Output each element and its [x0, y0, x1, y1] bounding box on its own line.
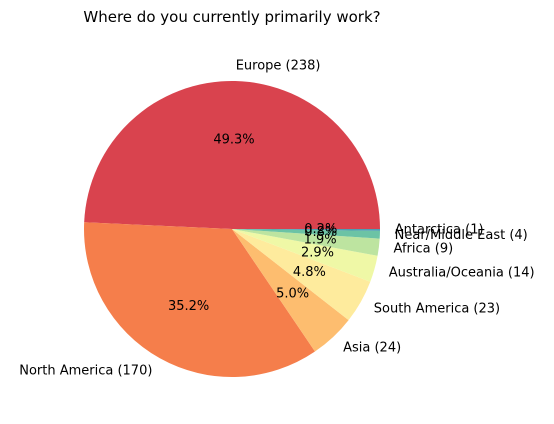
slice-label-antarctica: Antarctica (1) [395, 223, 484, 238]
slice-percent-near-middle-east: 0.8% [304, 225, 337, 240]
slice-label-near-middle-east: Near/Middle East (4) [395, 228, 528, 243]
slice-percent-south-america: 4.8% [293, 265, 326, 280]
slice-label-north-america: North America (170) [19, 364, 152, 379]
chart-title: Where do you currently primarily work? [83, 8, 380, 26]
pie-slice-south-america [232, 229, 371, 321]
pie-slice-north-america [84, 222, 315, 378]
slice-percent-australia-oceania: 2.9% [301, 245, 334, 260]
pie-slices [84, 80, 380, 378]
slice-label-africa: Africa (9) [394, 242, 454, 257]
pie-slice-africa [232, 229, 380, 256]
slice-percent-africa: 1.9% [304, 232, 337, 247]
pie-labels: Europe (238) 49.3% North America (170) 35.2… [19, 59, 534, 379]
pie-slice-europe [84, 80, 380, 229]
pie-slice-near-middle-east [232, 229, 380, 239]
slice-percent-antarctica: 0.2% [304, 222, 337, 237]
slice-percent-europe: 49.3% [213, 133, 254, 148]
slice-label-europe: Europe (238) [236, 59, 321, 74]
slice-label-asia: Asia (24) [343, 340, 401, 355]
slice-label-south-america: South America (23) [374, 302, 500, 317]
pie-slice-asia [232, 229, 349, 352]
pie-slice-australia-oceania [232, 229, 378, 282]
slice-percent-asia: 5.0% [276, 286, 309, 301]
pie-slice-antarctica [232, 229, 380, 231]
slice-label-australia-oceania: Australia/Oceania (14) [389, 265, 535, 280]
slice-percent-north-america: 35.2% [168, 299, 209, 314]
